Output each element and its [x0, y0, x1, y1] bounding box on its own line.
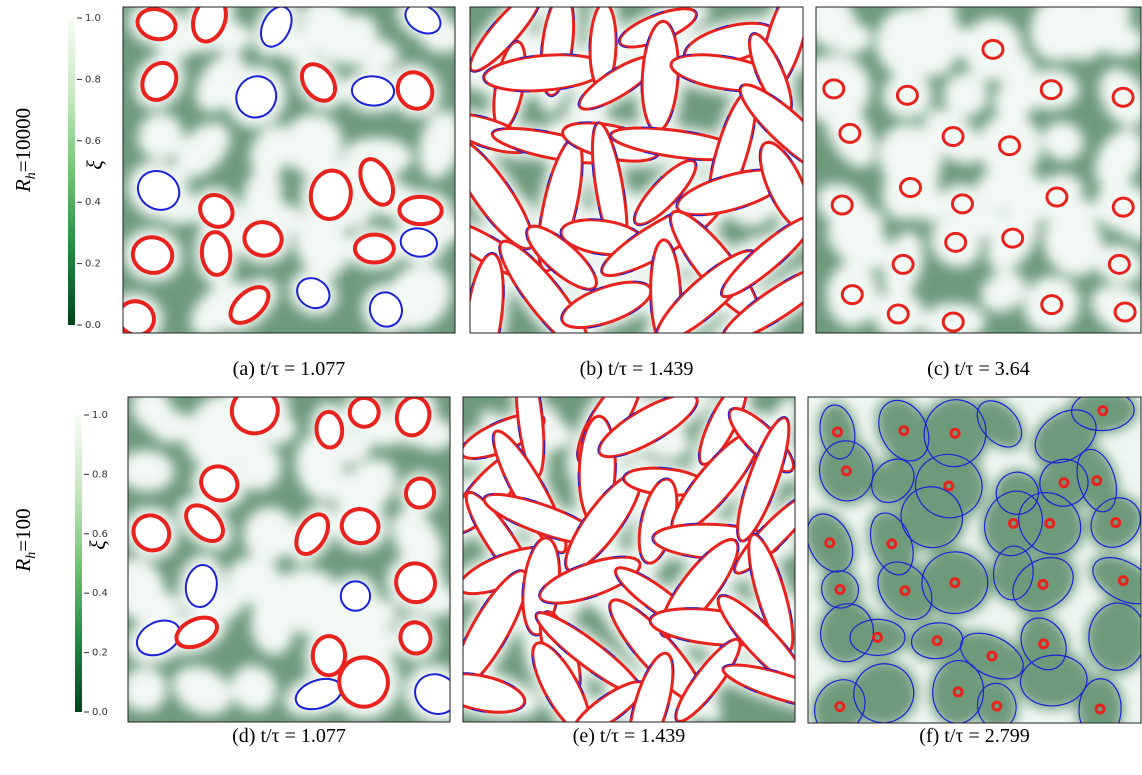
- field-panel: [101, 0, 467, 352]
- colorbar-tick-label: 0.0: [85, 320, 101, 331]
- panel-caption: (e) t/τ = 1.439: [573, 725, 686, 747]
- row-label: Rh=100: [11, 508, 39, 572]
- field-panel: [417, 334, 866, 775]
- blob: [150, 411, 194, 443]
- colorbar-tick-label: 0.6: [85, 136, 101, 147]
- contour: [340, 580, 372, 612]
- colorbar-tick-label: 0.2: [85, 259, 101, 270]
- colorbar-tick-label: 0.0: [92, 707, 108, 718]
- panel-caption: (c) t/τ = 3.64: [927, 358, 1030, 380]
- row-label-value: =100: [11, 508, 35, 551]
- colorbar-tick-label: 0.8: [85, 74, 101, 85]
- blob: [1059, 28, 1103, 60]
- colorbar: [68, 18, 75, 325]
- blob: [308, 604, 352, 636]
- blob: [137, 592, 181, 624]
- colorbar-tick-label: 0.4: [85, 197, 101, 208]
- blob: [1007, 190, 1051, 222]
- panel-caption: (f) t/τ = 2.799: [919, 725, 1029, 747]
- contour: [200, 231, 231, 276]
- blob: [211, 431, 255, 463]
- colorbar-tick-label: 0.6: [92, 529, 108, 540]
- row-label-subscript: h: [24, 172, 39, 179]
- colorbar-tick-label: 0.4: [92, 588, 108, 599]
- panel-caption: (b) t/τ = 1.439: [580, 358, 694, 380]
- contour: [355, 234, 394, 262]
- colorbar-tick-label: 1.0: [92, 410, 108, 421]
- blob: [355, 39, 399, 71]
- row-label-value: =10000: [11, 108, 35, 172]
- panel-caption: (a) t/τ = 1.077: [233, 358, 346, 380]
- colorbar-tick-label: 1.0: [85, 13, 101, 24]
- blob: [252, 583, 296, 615]
- contour: [315, 411, 343, 449]
- colorbar-label: ξ: [85, 540, 110, 550]
- figure: Rh=100000.00.20.40.60.81.0ξ(a) t/τ = 1.0…: [0, 0, 1142, 775]
- field-panel: [793, 0, 1142, 350]
- row-label-subscript: h: [24, 552, 39, 559]
- colorbar: [75, 415, 82, 712]
- blob: [828, 22, 872, 54]
- blob: [1100, 25, 1142, 57]
- panel-caption: (d) t/τ = 1.077: [232, 725, 346, 747]
- field-panel: [414, 0, 870, 405]
- colorbar-tick-label: 0.8: [92, 469, 108, 480]
- row-label-symbol: R: [11, 559, 35, 573]
- field-panel: [104, 365, 479, 735]
- row-label-symbol: R: [11, 179, 35, 193]
- blob: [934, 26, 978, 58]
- field-panel: [794, 387, 1142, 748]
- row-label: Rh=10000: [11, 108, 39, 193]
- colorbar-tick-label: 0.2: [92, 648, 108, 659]
- contour: [399, 196, 442, 224]
- colorbar-label: ξ: [82, 160, 107, 170]
- contour: [459, 251, 510, 382]
